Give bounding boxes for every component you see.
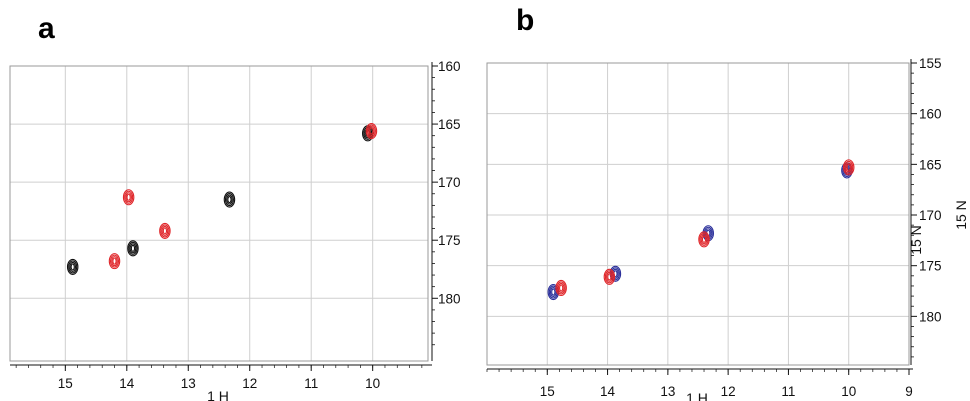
contour-ring <box>122 189 135 206</box>
contour-ring <box>556 281 566 295</box>
contour-ring <box>223 191 236 208</box>
contour-ring <box>845 162 853 173</box>
series-1 <box>555 159 855 297</box>
contour-ring <box>124 190 134 204</box>
contour-ring <box>365 122 378 140</box>
x-tick-label: 12 <box>242 376 257 391</box>
plot-frame <box>9 65 429 362</box>
contour-ring <box>111 256 118 267</box>
series-0 <box>547 162 853 301</box>
contour-ring <box>549 286 557 298</box>
contour-ring <box>69 261 77 272</box>
plot-area-a <box>9 65 429 362</box>
panel-b-label: b <box>516 4 535 37</box>
contour-ring <box>606 271 613 282</box>
peak-1-2 <box>122 189 135 206</box>
peak-0-1 <box>127 240 139 257</box>
plot-area-b <box>486 62 910 366</box>
y-tick-label: 180 <box>438 291 461 306</box>
peak-0-0 <box>66 258 79 275</box>
contour-ring <box>129 243 137 254</box>
x-tick-label: 13 <box>181 376 196 391</box>
panel-a-label: a <box>38 12 55 45</box>
contour-ring <box>227 196 232 204</box>
x-tick-label: 10 <box>365 376 380 391</box>
contour-ring <box>604 270 614 284</box>
y-tick-label: 165 <box>438 117 461 132</box>
peak-1-2 <box>698 231 710 248</box>
x-tick-label: 11 <box>781 384 795 399</box>
contour-ring <box>70 263 75 271</box>
y-tick-label: 160 <box>438 59 461 74</box>
contour-ring <box>698 231 710 248</box>
contour-ring <box>559 284 564 292</box>
series-1 <box>108 122 378 270</box>
x-tick-label: 10 <box>841 384 856 399</box>
contour-ring <box>108 253 121 270</box>
peak-1-1 <box>159 222 171 239</box>
contour-ring <box>130 244 136 252</box>
y-tick-label: 170 <box>438 175 461 190</box>
contour-ring <box>68 260 78 274</box>
contour-ring <box>162 227 168 235</box>
x-axis-title: 1 H <box>207 388 229 401</box>
contour-ring <box>557 282 565 294</box>
contour-ring <box>699 232 709 246</box>
y-tick-label: 180 <box>919 309 942 324</box>
y-tick-label: 165 <box>919 157 942 172</box>
contour-ring <box>224 193 234 207</box>
contour-ring <box>125 192 132 203</box>
contour-ring <box>844 160 854 174</box>
plot-frame <box>486 62 910 366</box>
contour-ring <box>603 268 616 285</box>
contour-ring <box>161 225 169 236</box>
x-tick-label: 11 <box>304 376 318 391</box>
contour-ring <box>127 240 139 257</box>
contour-ring <box>109 254 120 268</box>
contour-ring <box>607 273 612 281</box>
x-tick-label: 9 <box>905 384 913 399</box>
y-tick-label: 175 <box>919 259 942 274</box>
contour-ring <box>846 163 851 171</box>
y-tick-label: 160 <box>919 107 942 122</box>
x-tick-label: 12 <box>721 384 736 399</box>
contour-ring <box>226 194 233 205</box>
contour-ring <box>555 279 567 297</box>
x-tick-label: 13 <box>660 384 675 399</box>
y-tick-label: 170 <box>919 208 942 223</box>
contour-ring <box>701 235 707 243</box>
contour-ring <box>126 193 131 201</box>
x-tick-label: 15 <box>58 376 73 391</box>
contour-ring <box>112 257 117 265</box>
peak-1-3 <box>842 159 855 176</box>
contour-ring <box>700 234 708 245</box>
x-tick-label: 15 <box>540 384 555 399</box>
x-tick-label: 14 <box>119 376 135 391</box>
peak-1-1 <box>603 268 616 285</box>
contour-ring <box>160 224 170 238</box>
contour-ring <box>128 241 138 255</box>
x-axis-title: 1 H <box>686 390 708 401</box>
y-tick-label: 175 <box>438 233 461 248</box>
contour-ring <box>842 159 855 176</box>
contour-ring <box>368 125 375 137</box>
contour-ring <box>159 222 171 239</box>
contour-ring <box>66 258 79 275</box>
y-tick-label: 155 <box>919 56 942 71</box>
y-axis-title: 15 N <box>908 225 924 255</box>
contour-ring <box>366 124 376 138</box>
contour-ring <box>369 127 374 135</box>
contour-ring <box>551 288 556 296</box>
x-tick-label: 14 <box>600 384 616 399</box>
peak-1-3 <box>365 122 378 140</box>
y-axis-title: 15 N <box>953 200 969 230</box>
peak-1-0 <box>555 279 567 297</box>
peak-0-2 <box>223 191 236 208</box>
peak-1-0 <box>108 253 121 270</box>
series-0 <box>66 125 374 275</box>
